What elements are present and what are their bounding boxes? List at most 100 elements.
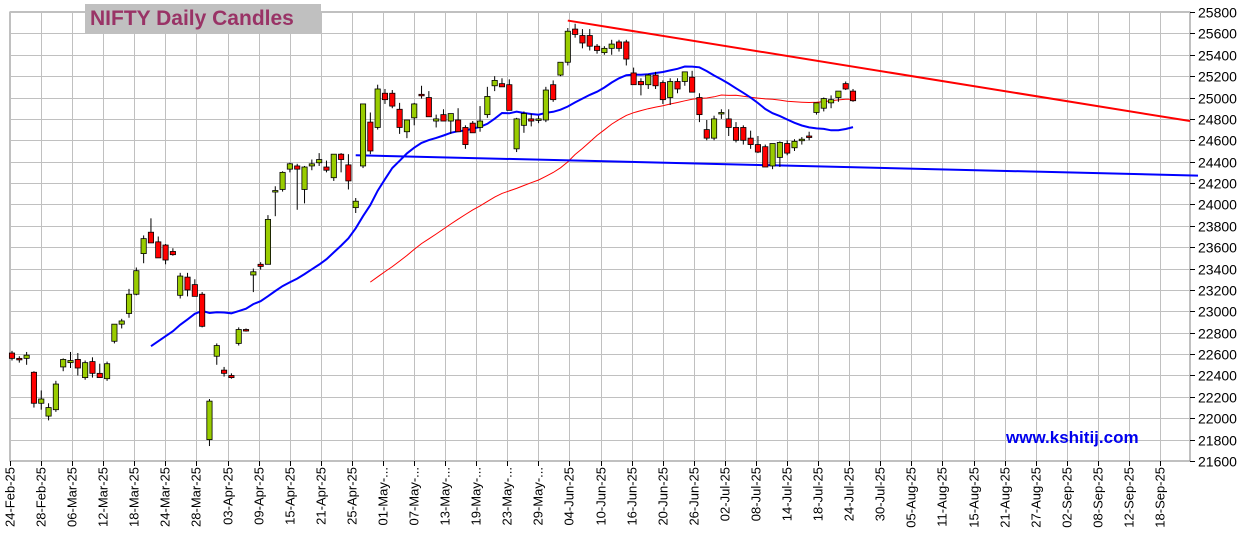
y-tick-label: 23200	[1198, 283, 1237, 299]
candle-body	[564, 30, 571, 63]
candle-body	[630, 72, 637, 86]
y-tick-label: 24400	[1198, 155, 1237, 171]
candle-body	[425, 97, 432, 118]
candle-body	[74, 359, 81, 369]
x-tick-label: 20-Jun-25	[656, 467, 671, 526]
y-tick-label: 24000	[1198, 197, 1237, 213]
candle-body	[257, 263, 264, 267]
candle-body	[60, 359, 67, 368]
x-tick-label: 24-Mar-25	[158, 467, 173, 527]
candle-body	[96, 372, 103, 379]
candle-body	[177, 275, 184, 296]
x-tick-label: 21-Aug-25	[998, 467, 1013, 528]
x-tick-label: 05-Aug-25	[904, 467, 919, 528]
x-tick-label: 29-May-...	[531, 467, 546, 526]
x-tick-label: 18-Jul-25	[811, 467, 826, 521]
candle-body	[608, 43, 615, 49]
x-tick-label: 28-Mar-25	[189, 467, 204, 527]
candle-body	[542, 89, 549, 121]
x-tick-label: 30-Jul-25	[873, 467, 888, 521]
candle-body	[674, 81, 681, 90]
candle-body	[418, 93, 425, 97]
candle-body	[286, 163, 293, 170]
candle-body	[849, 90, 857, 102]
candle-body	[184, 276, 191, 291]
candle-body	[652, 74, 659, 87]
candle-body	[323, 166, 330, 171]
candle-body	[594, 45, 601, 51]
x-tick-label: 03-Apr-25	[221, 467, 236, 525]
x-tick-label: 25-Apr-25	[345, 467, 360, 525]
candle-body	[381, 92, 389, 101]
candle-body	[732, 127, 740, 141]
candle-body	[16, 357, 23, 361]
x-tick-label: 15-Aug-25	[967, 467, 982, 528]
candle-body	[725, 118, 732, 128]
candle-body	[330, 153, 337, 179]
x-tick-label: 08-Sep-25	[1091, 467, 1106, 528]
candle-body	[140, 238, 147, 255]
candle-body	[579, 35, 586, 44]
candle-body	[586, 35, 593, 47]
candle-body	[352, 200, 359, 209]
candle-body	[118, 320, 125, 325]
candle-body	[8, 352, 16, 359]
candle-body	[403, 119, 410, 133]
candle-body	[67, 360, 74, 364]
candle-body	[23, 354, 30, 359]
x-tick-label: 06-Mar-25	[65, 467, 80, 527]
x-tick-label: 19-May-...	[469, 467, 484, 526]
candle-body	[718, 112, 725, 115]
y-tick-label: 24600	[1198, 133, 1237, 149]
y-tick-label: 23400	[1198, 262, 1237, 278]
candle-body	[396, 108, 403, 128]
candle-body	[615, 41, 623, 49]
candle-body	[191, 284, 198, 297]
x-tick-label: 24-Jul-25	[842, 467, 857, 521]
y-tick-label: 25200	[1198, 69, 1237, 85]
candle-body	[696, 97, 703, 116]
support-trendline	[355, 154, 1199, 177]
plot-area	[9, 11, 1191, 462]
y-tick-label: 23600	[1198, 240, 1237, 256]
candle-body	[52, 383, 59, 411]
candle-body	[447, 113, 454, 122]
candle-body	[711, 118, 718, 139]
y-tick-label: 24800	[1198, 112, 1237, 128]
y-tick-label: 23000	[1198, 304, 1237, 320]
x-tick-label: 27-Aug-25	[1029, 467, 1044, 528]
x-tick-label: 28-Feb-25	[34, 467, 49, 527]
y-tick-label: 22400	[1198, 368, 1237, 384]
candle-body	[162, 244, 169, 261]
candle-body	[374, 88, 381, 128]
y-tick-label: 25600	[1198, 26, 1237, 42]
y-tick-label: 22800	[1198, 326, 1237, 342]
candle-body	[147, 231, 154, 244]
candle-body	[637, 81, 644, 86]
x-tick-label: 07-May-...	[407, 467, 422, 526]
candle-body	[221, 369, 228, 374]
x-tick-label: 23-May-...	[500, 467, 515, 526]
x-tick-label: 12-Mar-25	[96, 467, 111, 527]
candle-body	[469, 122, 476, 134]
candle-body	[242, 329, 250, 332]
x-tick-label: 08-Jul-25	[749, 467, 764, 521]
watermark-link[interactable]: www.kshitij.com	[1006, 428, 1139, 447]
x-tick-label: 21-Apr-25	[314, 467, 329, 525]
candle-body	[264, 218, 271, 265]
x-tick-label: 16-Jun-25	[625, 467, 640, 526]
x-tick-label: 09-Apr-25	[252, 467, 267, 525]
slow-moving-average-line	[370, 94, 854, 283]
candle-body	[155, 241, 162, 259]
candle-body	[89, 361, 96, 374]
candle-body	[345, 164, 352, 182]
candle-body	[30, 371, 37, 404]
x-tick-label: 10-Jun-25	[594, 467, 609, 526]
candle-body	[213, 345, 220, 357]
candle-body	[316, 159, 323, 164]
x-tick-label: 02-Sep-25	[1060, 467, 1075, 528]
x-tick-label: 18-Mar-25	[127, 467, 142, 527]
x-tick-label: 14-Jul-25	[780, 467, 795, 521]
candle-body	[762, 146, 769, 168]
candle-body	[835, 90, 842, 98]
